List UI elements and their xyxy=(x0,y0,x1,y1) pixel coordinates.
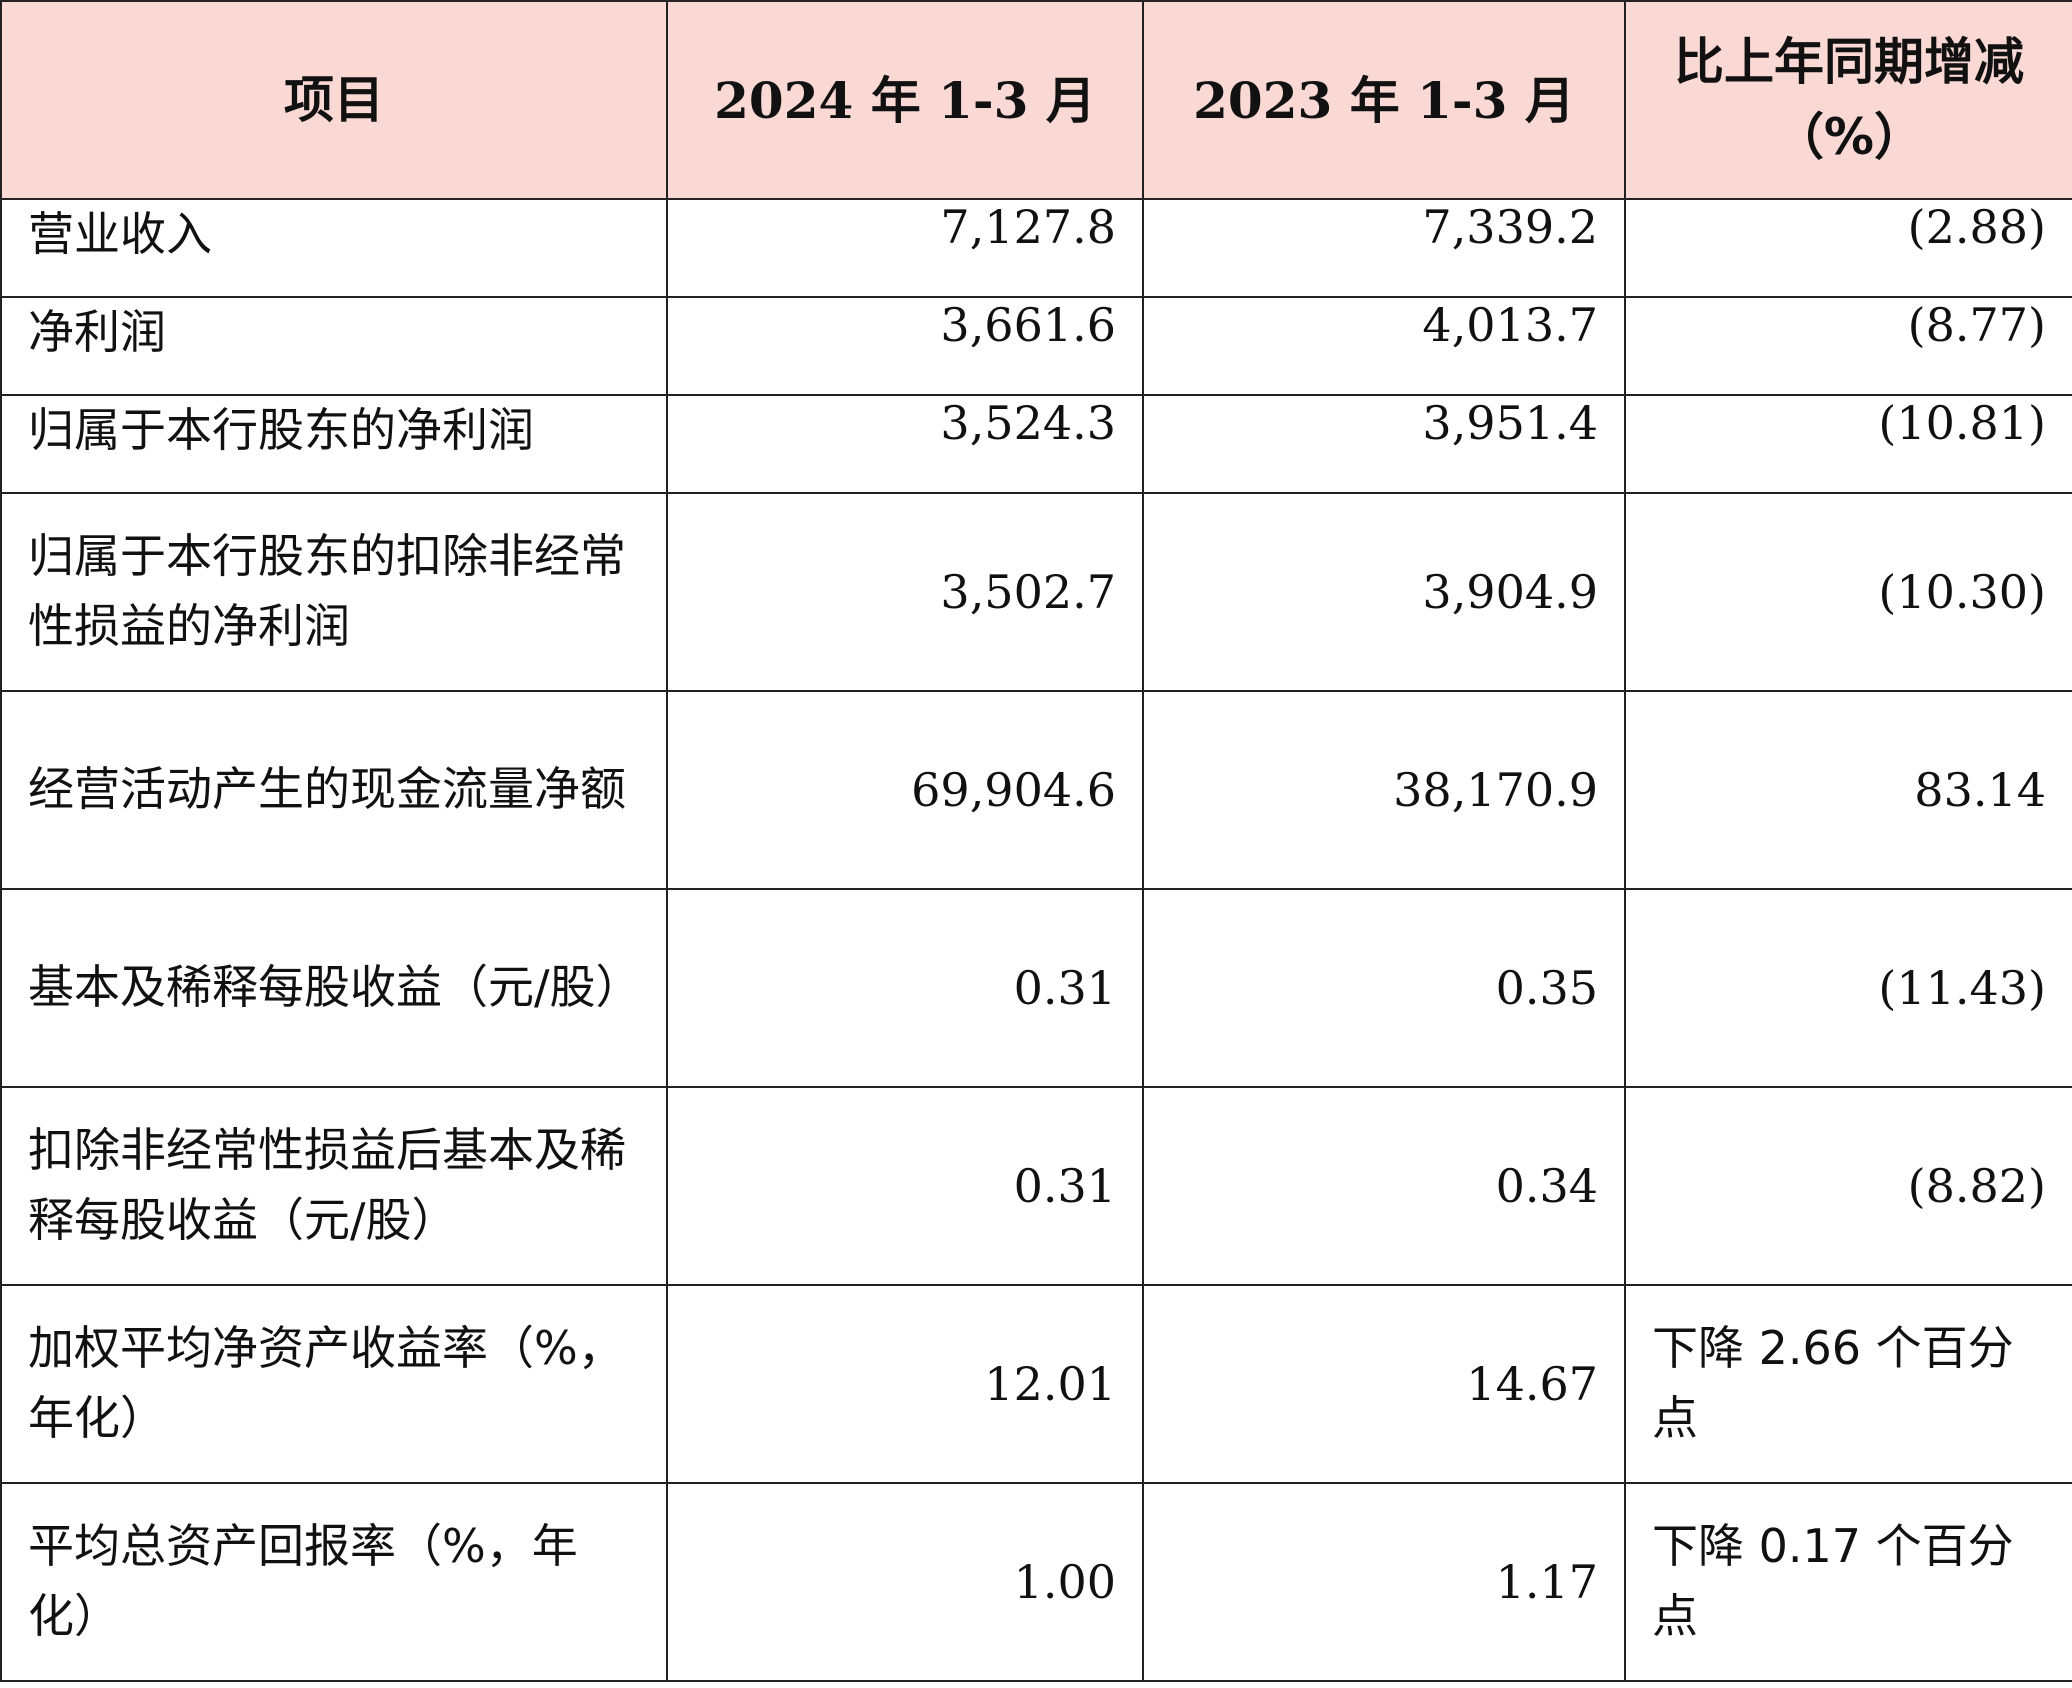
header-change: 比上年同期增减 （%） xyxy=(1624,0,2072,200)
value-change: (10.81) xyxy=(1624,394,2072,494)
value-previous: 0.34 xyxy=(1142,1086,1626,1286)
value-current: 0.31 xyxy=(666,1086,1144,1286)
value-change: (11.43) xyxy=(1624,888,2072,1088)
row-label: 净利润 xyxy=(0,296,668,396)
value-change: (8.77) xyxy=(1624,296,2072,396)
table-row: 平均总资产回报率（%，年化） 1.00 1.17 下降 0.17 个百分点 xyxy=(0,1482,2072,1682)
table-row: 扣除非经常性损益后基本及稀释每股收益（元/股） 0.31 0.34 (8.82) xyxy=(0,1086,2072,1286)
value-current: 0.31 xyxy=(666,888,1144,1088)
value-previous: 1.17 xyxy=(1142,1482,1626,1682)
row-label: 营业收入 xyxy=(0,198,668,298)
value-previous: 14.67 xyxy=(1142,1284,1626,1484)
value-current: 3,524.3 xyxy=(666,394,1144,494)
header-row: 项目 2024 年 1-3 月 2023 年 1-3 月 比上年同期增减 （%） xyxy=(0,0,2072,200)
value-change: 83.14 xyxy=(1624,690,2072,890)
table-row: 净利润 3,661.6 4,013.7 (8.77) xyxy=(0,296,2072,396)
value-current: 3,661.6 xyxy=(666,296,1144,396)
value-current: 7,127.8 xyxy=(666,198,1144,298)
header-change-unit: （%） xyxy=(1773,108,1925,166)
row-label: 扣除非经常性损益后基本及稀释每股收益（元/股） xyxy=(0,1086,668,1286)
value-previous: 38,170.9 xyxy=(1142,690,1626,890)
value-current: 3,502.7 xyxy=(666,492,1144,692)
value-previous: 3,904.9 xyxy=(1142,492,1626,692)
table-row: 经营活动产生的现金流量净额 69,904.6 38,170.9 83.14 xyxy=(0,690,2072,890)
table-row: 基本及稀释每股收益（元/股） 0.31 0.35 (11.43) xyxy=(0,888,2072,1088)
value-change: (10.30) xyxy=(1624,492,2072,692)
value-previous: 0.35 xyxy=(1142,888,1626,1088)
row-label: 加权平均净资产收益率（%，年化） xyxy=(0,1284,668,1484)
header-item: 项目 xyxy=(0,0,668,200)
value-change: (8.82) xyxy=(1624,1086,2072,1286)
header-change-label: 比上年同期增减 xyxy=(1674,33,2024,91)
table-row: 归属于本行股东的扣除非经常性损益的净利润 3,502.7 3,904.9 (10… xyxy=(0,492,2072,692)
value-current: 12.01 xyxy=(666,1284,1144,1484)
value-current: 69,904.6 xyxy=(666,690,1144,890)
value-previous: 3,951.4 xyxy=(1142,394,1626,494)
value-previous: 7,339.2 xyxy=(1142,198,1626,298)
row-label: 归属于本行股东的扣除非经常性损益的净利润 xyxy=(0,492,668,692)
value-change: 下降 0.17 个百分点 xyxy=(1624,1482,2072,1682)
value-change: 下降 2.66 个百分点 xyxy=(1624,1284,2072,1484)
table-row: 营业收入 7,127.8 7,339.2 (2.88) xyxy=(0,198,2072,298)
table-row: 归属于本行股东的净利润 3,524.3 3,951.4 (10.81) xyxy=(0,394,2072,494)
row-label: 基本及稀释每股收益（元/股） xyxy=(0,888,668,1088)
value-current: 1.00 xyxy=(666,1482,1144,1682)
value-previous: 4,013.7 xyxy=(1142,296,1626,396)
header-current-period: 2024 年 1-3 月 xyxy=(666,0,1144,200)
row-label: 归属于本行股东的净利润 xyxy=(0,394,668,494)
row-label: 平均总资产回报率（%，年化） xyxy=(0,1482,668,1682)
table-row: 加权平均净资产收益率（%，年化） 12.01 14.67 下降 2.66 个百分… xyxy=(0,1284,2072,1484)
row-label: 经营活动产生的现金流量净额 xyxy=(0,690,668,890)
value-change: (2.88) xyxy=(1624,198,2072,298)
header-previous-period: 2023 年 1-3 月 xyxy=(1142,0,1626,200)
